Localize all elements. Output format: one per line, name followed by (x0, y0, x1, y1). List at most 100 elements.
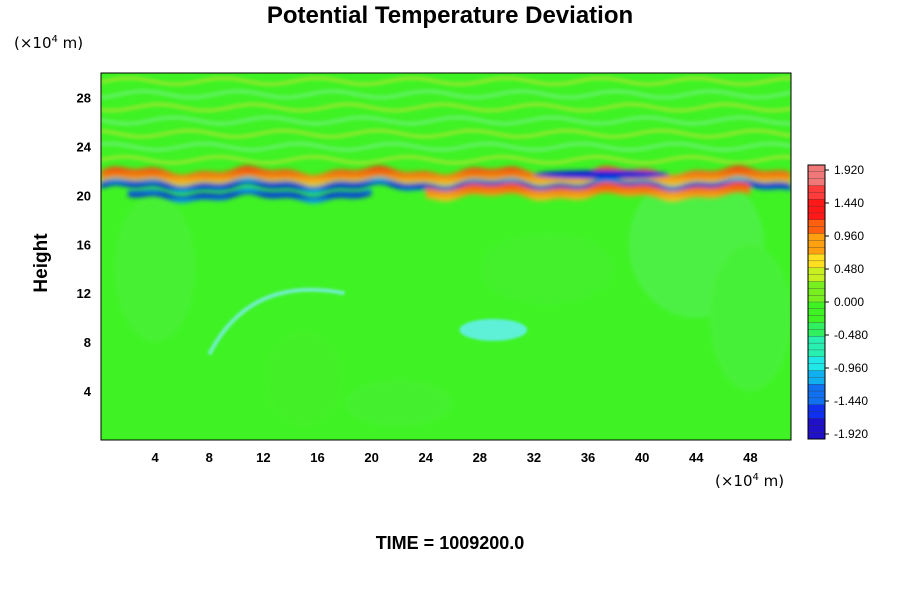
lower-variation (114, 170, 791, 428)
lower-patch (114, 195, 196, 343)
wave-crest (101, 75, 791, 87)
colorbar-segment (807, 397, 826, 406)
plot-area (101, 73, 791, 440)
x-unit-exponent: 4 (752, 472, 759, 483)
colorbar-segment (807, 301, 826, 310)
y-tick-label: 4 (84, 384, 92, 399)
colorbar-segment (807, 384, 826, 392)
colorbar-label: -0.960 (834, 361, 868, 375)
colorbar-segment (807, 425, 826, 433)
colorbar-segment (807, 205, 826, 214)
colorbar-segment (807, 253, 826, 262)
wave-region (101, 75, 791, 166)
x-tick-label: 40 (635, 450, 649, 465)
colorbar-segment (807, 192, 826, 200)
colorbar-segment (807, 377, 826, 385)
colorbar-segment (807, 336, 826, 344)
colorbar-segment (807, 363, 826, 371)
x-tick-label: 28 (473, 450, 487, 465)
y-axis-unit: (×104 m) (14, 34, 83, 52)
x-tick-label: 12 (256, 450, 270, 465)
colorbar-segment (807, 431, 826, 440)
colorbar-segment (807, 418, 826, 426)
colorbar-segment (807, 342, 826, 351)
colorbar-segment (807, 411, 826, 419)
colorbar-segment (807, 315, 826, 324)
colorbar-segment (807, 226, 826, 234)
colorbar-segment (807, 164, 826, 173)
colorbar-segment (807, 171, 826, 180)
colorbar-segment (807, 281, 826, 289)
colorbar-segment (807, 247, 826, 255)
inversion-bands (101, 165, 791, 204)
colorbar-segment (807, 185, 826, 193)
colorbar-label: -1.440 (834, 394, 868, 408)
cold-patch (459, 318, 528, 341)
y-unit-exponent: 4 (51, 34, 58, 45)
colorbar-segment (807, 294, 826, 303)
colorbar-label: -1.920 (834, 427, 868, 441)
colorbar-segment (807, 212, 826, 221)
lower-patch (263, 329, 345, 428)
cold-band (101, 177, 791, 194)
x-axis-unit: (×104 m) (715, 472, 784, 490)
x-tick-label: 36 (581, 450, 595, 465)
colorbar-segment (807, 308, 826, 317)
time-label: TIME = 1009200.0 (375, 533, 525, 553)
lower-patch (479, 232, 616, 306)
colorbar-segment (807, 356, 826, 365)
x-tick-label: 32 (527, 450, 541, 465)
colorbar-segment (807, 404, 826, 413)
y-unit-suffix: m) (57, 34, 84, 52)
colorbar-label: 0.000 (834, 295, 864, 309)
colorbar: 1.920 1.440 0.960 0.480 0.000 -0.480 -0.960 -1.… (807, 163, 868, 441)
colorbar-segment (807, 199, 826, 207)
lower-cold-features (207, 287, 528, 356)
wave-crest (101, 101, 791, 114)
colorbar-segment (807, 390, 826, 399)
colorbar-segment (807, 260, 826, 269)
cold-arc (207, 287, 345, 356)
y-tick-label: 12 (77, 286, 91, 301)
colorbar-label: 0.480 (834, 262, 864, 276)
wave-crest (101, 114, 791, 127)
colorbar-segment (807, 233, 826, 241)
colorbar-segment (807, 329, 826, 337)
warm-band (425, 181, 751, 202)
x-tick-label: 24 (418, 450, 433, 465)
colorbar-segment (807, 288, 826, 296)
y-tick-label: 8 (84, 335, 91, 350)
x-tick-label: 16 (310, 450, 324, 465)
y-unit-prefix: (×10 (14, 34, 52, 52)
lower-patch (709, 244, 791, 392)
colorbar-segment (807, 240, 826, 248)
chart-title: Potential Temperature Deviation (266, 2, 634, 29)
y-tick-label: 16 (77, 237, 91, 252)
colorbar-label: 1.440 (834, 196, 864, 210)
cold-band (128, 187, 372, 204)
colorbar-label: -0.480 (834, 328, 868, 342)
colorbar-label: 0.960 (834, 229, 864, 243)
colorbar-segment (807, 267, 826, 276)
colorbar-segment (807, 274, 826, 282)
colorbar-segment (807, 349, 826, 358)
x-tick-label: 8 (206, 450, 213, 465)
x-unit-prefix: (×10 (715, 472, 753, 490)
y-tick-label: 20 (77, 188, 91, 203)
cold-patch (533, 170, 670, 179)
wave-crest (101, 128, 791, 140)
colorbar-segment (807, 322, 826, 330)
y-tick-label: 28 (77, 90, 91, 105)
colorbar-segment (807, 370, 826, 378)
y-tick-label: 24 (77, 139, 92, 154)
wave-crest (101, 154, 791, 166)
x-tick-label: 44 (689, 450, 704, 465)
x-tick-label: 20 (364, 450, 378, 465)
x-unit-suffix: m) (758, 472, 785, 490)
wave-crest (101, 88, 791, 100)
plot-frame (100, 72, 792, 441)
colorbar-segment (807, 178, 826, 186)
colorbar-label: 1.920 (834, 163, 864, 177)
